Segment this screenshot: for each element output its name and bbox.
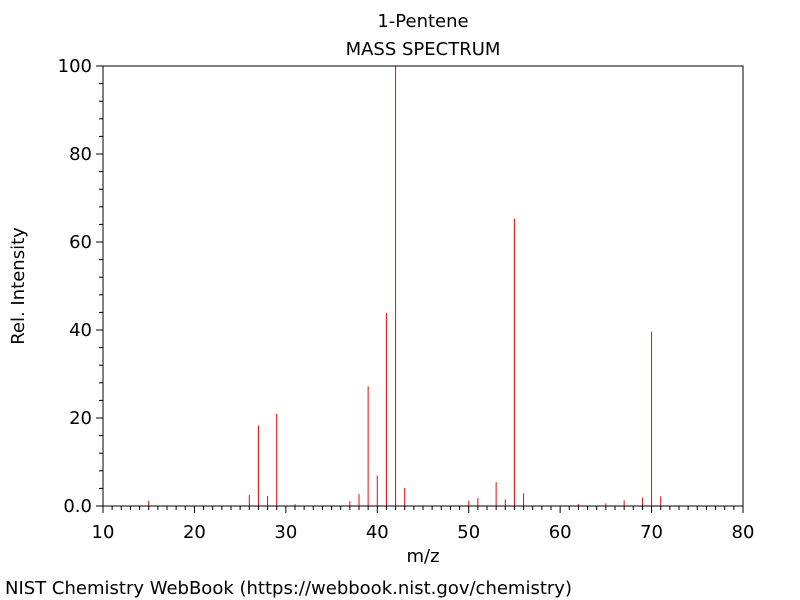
- x-tick-label: 30: [274, 522, 297, 543]
- y-axis-label: Rel. Intensity: [8, 227, 29, 345]
- y-tick-label: 20: [69, 408, 92, 429]
- x-axis-ticks: 10 20 30 40 50 60 70 80: [92, 506, 755, 543]
- chart-title: 1-Pentene: [377, 11, 468, 32]
- x-tick-label: 70: [640, 522, 663, 543]
- plot-frame: [102, 65, 744, 507]
- x-axis-label: m/z: [406, 546, 439, 567]
- spectrum-peaks: [148, 66, 662, 506]
- y-tick-label: 80: [69, 144, 92, 165]
- source-credit: NIST Chemistry WebBook (https://webbook.…: [5, 578, 572, 599]
- y-tick-label: 0.0: [63, 496, 92, 517]
- x-tick-label: 10: [92, 522, 115, 543]
- x-tick-label: 40: [366, 522, 389, 543]
- x-tick-label: 20: [183, 522, 206, 543]
- x-tick-label: 50: [457, 522, 480, 543]
- x-tick-label: 60: [549, 522, 572, 543]
- y-tick-label: 100: [58, 56, 92, 77]
- x-tick-label: 80: [732, 522, 755, 543]
- y-tick-label: 40: [69, 320, 92, 341]
- y-axis-ticks: 0.0 20 40 60 80 100: [58, 56, 103, 517]
- chart-subtitle: MASS SPECTRUM: [346, 39, 501, 60]
- y-tick-label: 60: [69, 232, 92, 253]
